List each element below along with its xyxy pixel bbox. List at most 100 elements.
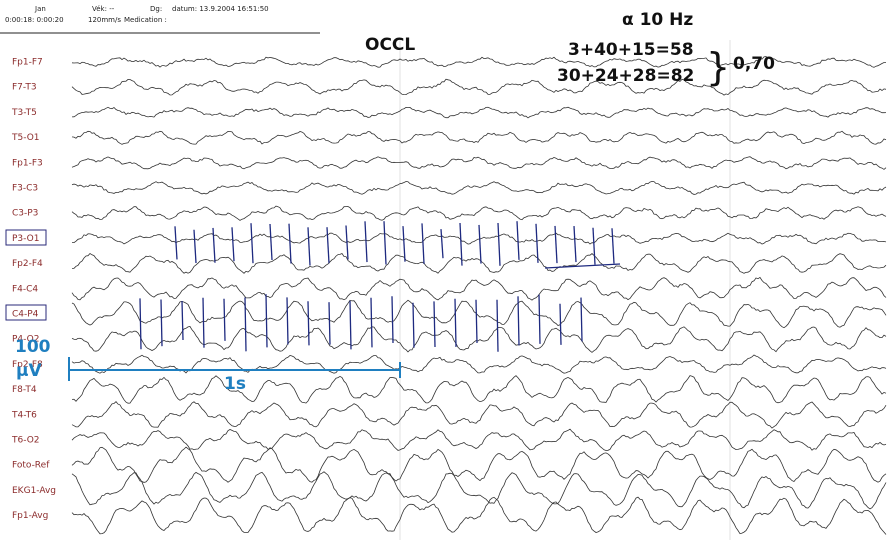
sum: 30+24+28=82 — [557, 66, 694, 86]
pen-line — [544, 263, 621, 269]
channel-label: P4-O2 — [12, 335, 39, 345]
pen-spike — [202, 297, 205, 348]
pen-spike — [517, 296, 520, 346]
pen-spike — [139, 298, 142, 350]
pen-spike — [231, 227, 235, 262]
eeg-trace — [71, 156, 887, 170]
eeg-trace — [71, 252, 887, 274]
pen-spike — [421, 223, 425, 264]
channel-label: T3-T5 — [11, 108, 37, 118]
channel-label: EKG1-Avg — [12, 486, 56, 496]
eeg-trace — [71, 130, 887, 145]
alpha: α 10 Hz — [622, 10, 693, 30]
pen-spike — [497, 222, 501, 266]
eeg-trace — [71, 471, 887, 510]
speed: 120mm/s — [88, 16, 121, 24]
scale-bar: 100 µV 1s — [15, 337, 401, 394]
pen-spike — [475, 299, 478, 344]
pen-spike — [250, 223, 254, 264]
channel-label: F4-C4 — [12, 284, 38, 294]
pen-spike — [573, 226, 577, 263]
channel-label: Fp2-F8 — [12, 360, 43, 370]
pen-spike — [193, 229, 197, 264]
pen-spike — [328, 302, 331, 345]
channel-label: Fp2-F4 — [12, 259, 43, 269]
pen-spike — [326, 227, 330, 264]
channel-label: T4-T6 — [11, 410, 37, 420]
hand-marks — [139, 221, 621, 352]
pen-spike — [554, 225, 558, 264]
pen-spike — [383, 221, 387, 265]
date: datum: 13.9.2004 16:51:50 — [172, 5, 269, 13]
eeg-trace — [71, 205, 887, 221]
pen-spike — [288, 223, 292, 264]
channel-label: F7-T3 — [12, 83, 37, 93]
eeg-trace — [71, 232, 887, 245]
pen-spike — [181, 300, 184, 341]
pen-spike — [516, 221, 520, 260]
eeg-trace — [71, 180, 887, 195]
medication: Medication : — [124, 16, 167, 24]
pen-spike — [223, 298, 226, 341]
pen-spike — [592, 227, 596, 265]
pen-spike — [478, 224, 482, 264]
eeg-trace — [71, 106, 887, 119]
ratio: 0,70 — [733, 54, 775, 74]
pen-spike — [265, 294, 268, 348]
diagnosis: Dg: — [150, 5, 162, 13]
channel-label: Fp1-Avg — [12, 511, 48, 521]
amplitude-value: 100 — [15, 337, 51, 357]
channel-label: P3-O1 — [12, 234, 39, 244]
pen-spike — [370, 297, 373, 348]
time-scale: 1s — [224, 374, 246, 394]
pen-spike — [307, 301, 310, 346]
age: Vék: -- — [92, 5, 115, 13]
pen-spike — [440, 229, 444, 259]
pen-spike — [244, 297, 247, 352]
pen-spike — [535, 223, 539, 263]
pen-spike — [580, 297, 583, 342]
channel-box — [5, 304, 47, 321]
eeg-trace — [71, 496, 887, 535]
brace: } — [706, 45, 730, 89]
channel-label: F8-T4 — [12, 385, 37, 395]
pen-spike — [391, 296, 394, 343]
eeg-trace — [71, 428, 887, 451]
pen-spike — [402, 226, 406, 262]
eeg-trace — [71, 299, 887, 329]
eeg-trace — [71, 276, 887, 301]
eeg-trace — [71, 56, 886, 68]
pen-spike — [307, 227, 311, 266]
sum: 3+40+15=58 — [568, 40, 694, 60]
pen-spike — [454, 298, 457, 347]
pen-spike — [212, 227, 216, 263]
eeg-trace — [71, 375, 887, 404]
channel-label: Fp1-F7 — [12, 58, 43, 68]
eeg-trace — [71, 354, 887, 374]
pen-spike — [433, 301, 436, 348]
time: 0:00:18: 0:00:20 — [5, 16, 64, 24]
pen-spike — [459, 222, 463, 266]
pen-spike — [345, 225, 349, 260]
amplitude-unit: µV — [16, 361, 43, 381]
channel-label: C4-P4 — [12, 310, 39, 320]
condition: OCCL — [365, 35, 415, 55]
pen-spike — [286, 297, 289, 345]
channel-label: C3-P3 — [12, 209, 38, 219]
channel-label: F3-C3 — [12, 184, 38, 194]
channel-labels: Fp1-F7 F7-T3 T3-T5 T5-O1 Fp1-F3 F3-C3 C3-P3 P3-… — [11, 58, 56, 522]
pen-spike — [174, 226, 178, 260]
eeg-trace — [71, 326, 887, 353]
pen-spike — [349, 300, 352, 350]
patient: Jan — [34, 5, 46, 13]
channel-label: Fp1-F3 — [12, 158, 43, 168]
pen-spike — [538, 294, 541, 344]
pen-spike — [611, 228, 615, 264]
header: Jan Vék: -- Dg: datum: 13.9.2004 16:51:5… — [0, 5, 320, 34]
traces — [71, 40, 887, 540]
eeg-trace — [71, 401, 887, 429]
channel-label: Foto-Ref — [12, 461, 50, 471]
pen-spike — [496, 299, 499, 352]
pen-spike — [269, 223, 273, 261]
